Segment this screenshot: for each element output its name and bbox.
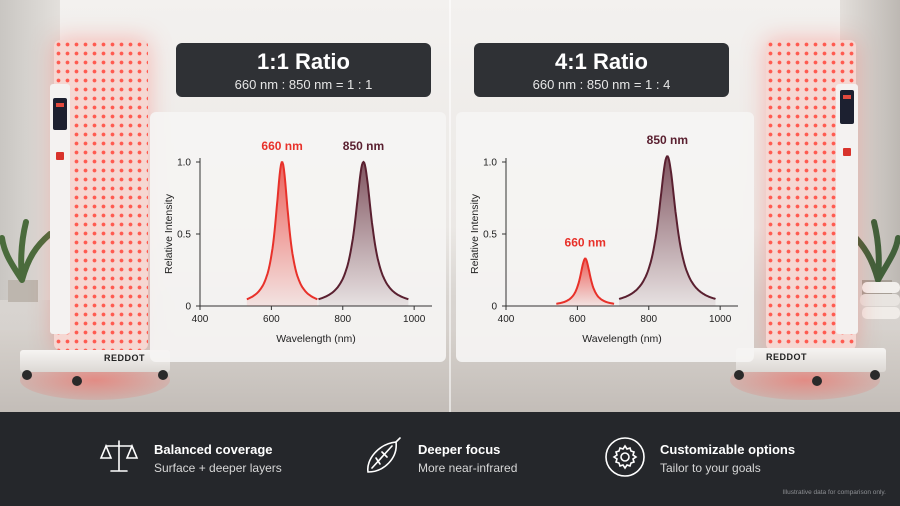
feature-title: Customizable options <box>660 442 796 457</box>
chart-card-right: 400 600 800 1000 0 0.5 1.0 Wavelength (nm) Relat… <box>456 112 754 362</box>
series-label: 660 nm <box>261 139 302 153</box>
chart-card-left: 400 600 800 1000 0 0.5 1.0 Wavelength (nm) Relat… <box>150 112 446 362</box>
brand-label-left: REDDOT <box>104 353 145 363</box>
series-area <box>556 258 615 306</box>
plant-left <box>0 219 53 302</box>
series-line <box>318 160 409 301</box>
series-area <box>318 162 409 306</box>
spectrum-chart-1-to-1: 400 600 800 1000 0 0.5 1.0 Wavelength (nm) Relat… <box>163 139 432 345</box>
device-base-left <box>20 350 170 372</box>
wheel-icon <box>812 376 822 386</box>
y-tick-label: 0 <box>185 302 191 313</box>
x-axis-label: Wavelength (nm) <box>276 333 356 345</box>
gear-icon <box>605 437 645 477</box>
wheel-icon <box>870 370 880 380</box>
focus-lens-icon <box>367 437 401 473</box>
y-tick-label: 0 <box>491 302 497 313</box>
y-tick-label: 1.0 <box>483 158 497 169</box>
x-tick-label: 1000 <box>403 314 426 325</box>
right-red-light-device: REDDOT <box>720 40 890 400</box>
power-button-right <box>843 148 851 156</box>
y-axis-label: Relative Intensity <box>163 193 175 274</box>
series-area <box>246 162 318 306</box>
footnote: Illustrative data for comparison only. <box>782 489 886 496</box>
ratio-header-right: 4:1 Ratio 660 nm : 850 nm = 1 : 4 <box>474 43 729 97</box>
feature-desc: Surface + deeper layers <box>154 461 282 475</box>
feature-bar: Balanced coverage Surface + deeper layer… <box>0 412 900 506</box>
wheel-icon <box>734 370 744 380</box>
series-line <box>246 161 318 301</box>
feature-desc: More near-infrared <box>418 461 518 475</box>
towel-stack <box>860 282 900 319</box>
series-line <box>618 155 716 300</box>
feature-title: Deeper focus <box>418 442 501 457</box>
scale-icon <box>99 440 139 472</box>
x-tick-label: 600 <box>263 314 280 325</box>
y-tick-label: 0.5 <box>177 230 191 241</box>
display-screen-right <box>840 90 854 124</box>
device-base-right <box>736 348 886 372</box>
ratio-subtitle: 660 nm : 850 nm = 1 : 4 <box>532 77 671 92</box>
feature-desc: Tailor to your goals <box>660 461 761 475</box>
center-divider <box>449 0 451 412</box>
left-red-light-device: REDDOT <box>20 40 180 400</box>
control-strip-left <box>50 84 70 334</box>
series-line <box>556 257 615 305</box>
brand-label-right: REDDOT <box>766 352 807 362</box>
y-tick-label: 1.0 <box>177 158 191 169</box>
y-axis-label: Relative Intensity <box>469 193 481 274</box>
series-area <box>619 156 716 306</box>
ratio-title: 4:1 Ratio <box>555 49 648 74</box>
x-tick-label: 1000 <box>709 314 732 325</box>
wheel-icon <box>72 376 82 386</box>
x-tick-label: 400 <box>192 314 209 325</box>
x-tick-label: 400 <box>498 314 515 325</box>
spectrum-chart-4-to-1: 400 600 800 1000 0 0.5 1.0 Wavelength (nm) Relat… <box>469 133 738 345</box>
x-tick-label: 600 <box>569 314 586 325</box>
series-label: 850 nm <box>343 139 384 153</box>
series-label: 660 nm <box>565 235 606 249</box>
background-scene: REDDOT REDDOT 1:1 Ratio 660 nm : 850 nm … <box>0 0 900 412</box>
display-screen-left <box>53 98 67 130</box>
feature-title: Balanced coverage <box>154 442 273 457</box>
control-strip-right <box>836 84 858 334</box>
x-tick-label: 800 <box>640 314 657 325</box>
ratio-subtitle: 660 nm : 850 nm = 1 : 1 <box>234 77 373 92</box>
wheel-icon <box>22 370 32 380</box>
ratio-header-left: 1:1 Ratio 660 nm : 850 nm = 1 : 1 <box>176 43 431 97</box>
series-label: 850 nm <box>647 133 688 147</box>
wheel-icon <box>158 370 168 380</box>
x-axis-label: Wavelength (nm) <box>582 333 662 345</box>
x-tick-label: 800 <box>334 314 351 325</box>
power-button-left <box>56 152 64 160</box>
ratio-title: 1:1 Ratio <box>257 49 350 74</box>
y-tick-label: 0.5 <box>483 230 497 241</box>
